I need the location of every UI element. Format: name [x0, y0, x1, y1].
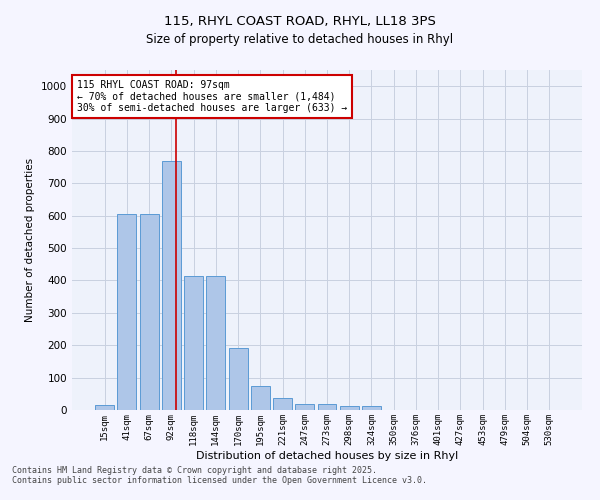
Bar [162, 160, 181, 410]
Bar [140, 214, 158, 410]
Bar [295, 404, 314, 410]
Bar [317, 404, 337, 410]
Bar [184, 276, 203, 410]
Bar [229, 348, 248, 410]
Bar [251, 386, 270, 410]
Text: 115, RHYL COAST ROAD, RHYL, LL18 3PS: 115, RHYL COAST ROAD, RHYL, LL18 3PS [164, 15, 436, 28]
Y-axis label: Number of detached properties: Number of detached properties [25, 158, 35, 322]
Text: 115 RHYL COAST ROAD: 97sqm
← 70% of detached houses are smaller (1,484)
30% of s: 115 RHYL COAST ROAD: 97sqm ← 70% of deta… [77, 80, 347, 114]
Bar [273, 398, 292, 410]
Bar [118, 214, 136, 410]
Bar [95, 405, 114, 410]
Bar [340, 406, 359, 410]
X-axis label: Distribution of detached houses by size in Rhyl: Distribution of detached houses by size … [196, 450, 458, 460]
Bar [206, 276, 225, 410]
Bar [362, 406, 381, 410]
Text: Size of property relative to detached houses in Rhyl: Size of property relative to detached ho… [146, 32, 454, 46]
Text: Contains HM Land Registry data © Crown copyright and database right 2025.
Contai: Contains HM Land Registry data © Crown c… [12, 466, 427, 485]
